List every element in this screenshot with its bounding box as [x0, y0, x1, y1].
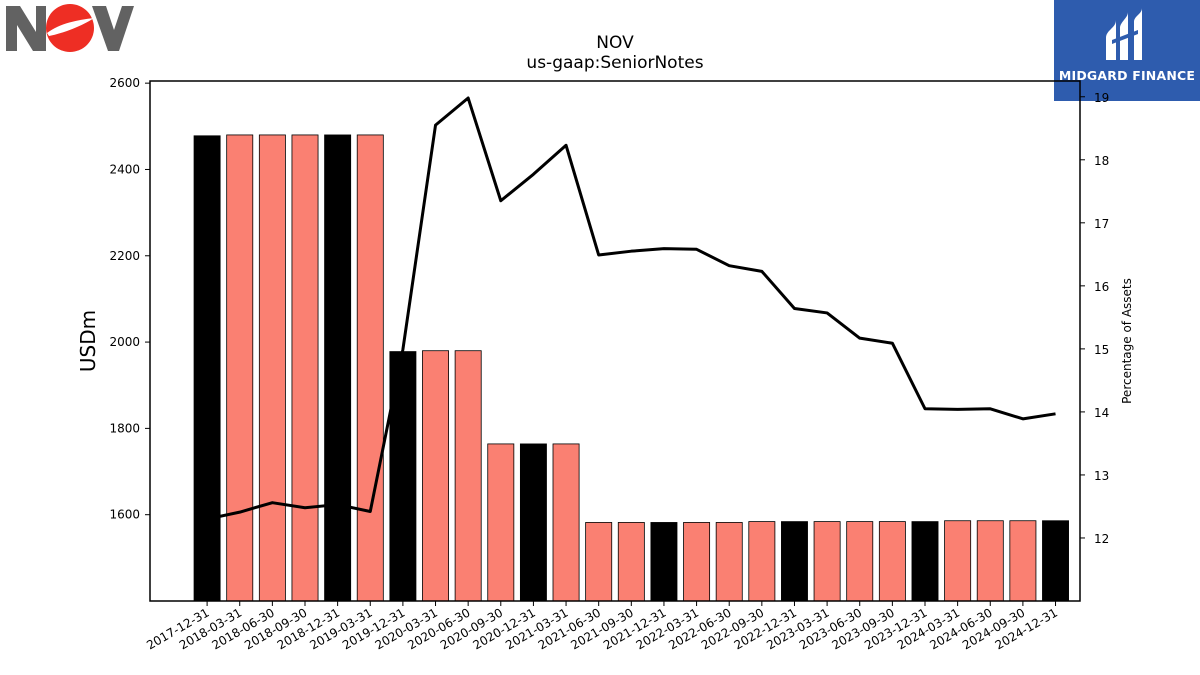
- bar-2018-12-31: [324, 134, 352, 602]
- midgard-emblem-icon: [1106, 8, 1142, 60]
- bar-2023-12-31: [911, 521, 939, 602]
- bar-2017-12-31: [193, 135, 221, 602]
- bar-2021-09-30: [617, 522, 645, 602]
- y2-tick-label: 16: [1094, 280, 1109, 294]
- y2-axis-label: Percentage of Assets: [1120, 278, 1134, 404]
- y-axis-label: USDm: [76, 310, 100, 372]
- y2-tick-label: 14: [1094, 406, 1109, 420]
- y2-tick-label: 12: [1094, 532, 1109, 546]
- x-axis-ticks: 2017-12-312018-03-312018-06-302018-09-30…: [144, 601, 1060, 652]
- percentage-line: [206, 96, 1056, 521]
- y2-tick-label: 15: [1094, 343, 1109, 357]
- bar-2021-12-31: [650, 522, 678, 602]
- bar-2020-03-31: [422, 350, 449, 602]
- plot-frame: [149, 80, 1081, 602]
- y-tick-label: 2000: [109, 335, 140, 349]
- nov-logo: [6, 4, 134, 52]
- y2-tick-label: 13: [1094, 469, 1109, 483]
- bar-2022-09-30: [748, 521, 776, 602]
- y-tick-label: 1600: [109, 508, 140, 522]
- y-tick-label: 2600: [109, 76, 140, 90]
- y-tick-label: 2200: [109, 249, 140, 263]
- bar-2021-06-30: [585, 522, 613, 602]
- midgard-brand-text: MIDGARD FINANCE: [1058, 68, 1196, 83]
- bar-2018-09-30: [291, 134, 319, 602]
- left-axis-ticks: 1600 1800 2000 2200 2400 2600: [109, 76, 150, 522]
- bar-2022-06-30: [715, 522, 743, 602]
- bar-2021-03-31: [552, 443, 580, 602]
- midgard-finance-logo: MIDGARD FINANCE: [1054, 0, 1200, 101]
- bar-2020-09-30: [487, 443, 515, 602]
- bar-2020-06-30: [454, 350, 482, 602]
- chart-title: NOV: [596, 33, 634, 53]
- bar-2024-12-31: [1042, 520, 1069, 602]
- bar-2022-03-31: [683, 522, 711, 602]
- bar-2022-12-31: [781, 521, 808, 602]
- y2-tick-label: 19: [1094, 91, 1109, 105]
- bar-layer: [193, 134, 1069, 602]
- right-axis-ticks: 12 13 14 15 16 17 18 19: [1080, 91, 1109, 546]
- bar-2024-09-30: [1009, 520, 1037, 602]
- y-tick-label: 2400: [109, 162, 140, 176]
- bar-2024-06-30: [976, 520, 1004, 602]
- y2-tick-label: 17: [1094, 217, 1109, 231]
- bar-2023-03-31: [813, 521, 841, 602]
- bar-2023-06-30: [846, 521, 874, 602]
- bar-2018-03-31: [226, 134, 254, 602]
- y2-tick-label: 18: [1094, 154, 1109, 168]
- bar-2019-03-31: [356, 134, 384, 602]
- chart-subtitle: us-gaap:SeniorNotes: [526, 53, 703, 73]
- bar-2020-12-31: [519, 443, 547, 602]
- bar-2023-09-30: [878, 521, 906, 602]
- bar-2018-06-30: [258, 134, 286, 602]
- bar-2024-03-31: [944, 520, 972, 602]
- y-tick-label: 1800: [109, 421, 140, 435]
